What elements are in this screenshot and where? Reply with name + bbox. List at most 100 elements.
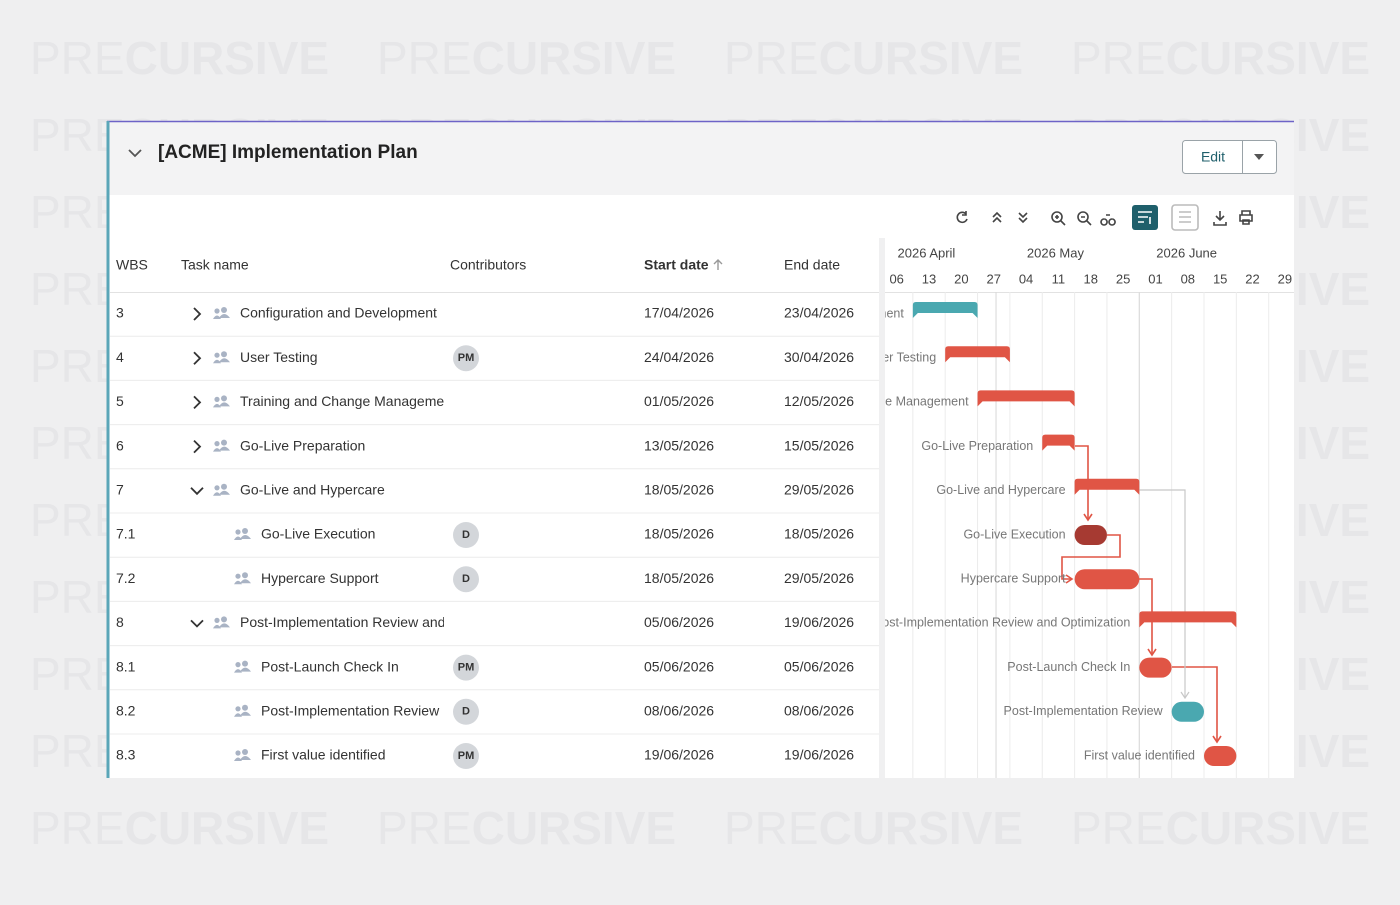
start-date: 01/05/2026 [644, 393, 714, 409]
dependency-arrow [1212, 735, 1222, 744]
avatar-initials: D [462, 706, 470, 718]
dependency-line [1139, 578, 1153, 655]
watermark-bold: CURSIVE [472, 32, 676, 84]
end-date: 19/06/2026 [784, 747, 854, 763]
expand-icon[interactable] [193, 439, 202, 454]
wbs: 7.1 [116, 526, 136, 542]
bar-label: User Testing [867, 350, 936, 364]
plan-title: [ACME] Implementation Plan [158, 142, 418, 163]
avatar-initials: PM [458, 662, 475, 674]
bar-label: Post-Implementation Review [1004, 704, 1164, 718]
expand-icon[interactable] [193, 395, 202, 410]
group-icon [221, 439, 227, 446]
start-date: 17/04/2026 [644, 305, 714, 321]
watermark-light: PRE [30, 802, 125, 854]
watermark-bold: CURSIVE [1166, 32, 1370, 84]
task-bar [1171, 701, 1204, 722]
group-icon [235, 662, 241, 668]
edit-group [1182, 140, 1277, 174]
avatar [453, 654, 479, 681]
dependency-arrow [1065, 574, 1074, 584]
expand-all-icon[interactable] [1018, 212, 1028, 224]
column-header[interactable]: Contributors [450, 257, 526, 273]
week-label: 06 [889, 271, 903, 286]
column-header[interactable]: WBS [116, 257, 148, 273]
expand-icon[interactable] [193, 351, 202, 365]
end-date: 23/04/2026 [784, 305, 854, 321]
start-date: 18/05/2026 [644, 526, 714, 542]
group-icon [242, 528, 248, 534]
end-date: 30/04/2026 [784, 349, 854, 365]
collapse-icon[interactable] [128, 149, 142, 158]
task-name: First value identified [261, 747, 386, 763]
week-label: 18 [1084, 271, 1098, 286]
group-icon [221, 483, 227, 490]
watermark-light: PRE [377, 32, 472, 84]
collapse-icon[interactable] [190, 619, 204, 628]
avatar-initials: PM [458, 352, 475, 364]
start-date: 13/05/2026 [644, 437, 714, 453]
edit-dropdown[interactable] [1254, 154, 1264, 160]
week-label: 20 [954, 271, 968, 286]
dependency-line [1139, 489, 1186, 698]
zoom-out-icon[interactable] [1081, 216, 1092, 226]
bar-label: Post-Implementation Review and Optimizat… [874, 616, 1130, 630]
week-label: 11 [1052, 271, 1066, 286]
collapse-icon[interactable] [190, 487, 204, 496]
download-icon[interactable] [1213, 211, 1227, 226]
watermark: PRECURSIVE [377, 802, 676, 854]
avatar [453, 743, 479, 769]
refresh-icon[interactable] [956, 211, 968, 224]
bar-label: Post-Launch Check In [1007, 660, 1130, 674]
group-icon [213, 490, 230, 496]
group-icon [234, 579, 251, 585]
column-header[interactable]: End date [784, 257, 840, 273]
task-name: Post-Launch Check In [261, 658, 399, 674]
sort-icon [713, 259, 723, 270]
week-label: 22 [1245, 271, 1259, 286]
edit-button[interactable]: Edit [1201, 149, 1225, 165]
bar-label: Go-Live and Hypercare [936, 483, 1065, 497]
watermark-bold: CURSIVE [819, 32, 1023, 84]
column-header[interactable]: Task name [181, 257, 249, 273]
task-name: Go-Live Preparation [240, 437, 365, 453]
zoom-in-icon[interactable] [1055, 215, 1066, 226]
group-icon [213, 314, 230, 319]
task-bar [1139, 657, 1172, 678]
wbs: 7 [116, 482, 124, 498]
wbs: 8 [116, 614, 124, 630]
month-label: 2026 June [1156, 245, 1217, 260]
start-date: 08/06/2026 [644, 703, 714, 719]
task-name: Go-Live and Hypercare [240, 482, 385, 498]
start-date: 05/06/2026 [644, 614, 714, 630]
group-icon [214, 352, 220, 358]
end-date: 08/06/2026 [784, 703, 854, 719]
collapse-all-icon[interactable] [992, 211, 1002, 223]
print-icon[interactable] [1239, 210, 1253, 225]
end-date: 19/06/2026 [784, 614, 854, 630]
avatar [453, 522, 479, 548]
week-label: 29 [1278, 271, 1292, 286]
wbs: 8.2 [116, 703, 136, 719]
bar-label: Training and Change Management [776, 395, 969, 409]
wbs: 8.1 [116, 658, 136, 674]
group-icon [242, 572, 248, 579]
dependency-line [1075, 445, 1089, 520]
month-label: 2026 May [1027, 245, 1085, 260]
column-header[interactable]: Start date [644, 257, 709, 273]
summary-bar [977, 390, 1075, 407]
group-icon [221, 351, 227, 358]
week-label: 25 [1116, 271, 1130, 286]
expand-icon[interactable] [193, 307, 202, 321]
find-icon[interactable] [1100, 214, 1116, 226]
group-icon [234, 667, 251, 673]
start-date: 19/06/2026 [644, 747, 714, 763]
group-icon [235, 529, 241, 535]
wbs: 3 [116, 305, 124, 321]
group-icon [213, 446, 230, 452]
end-date: 29/05/2026 [784, 482, 854, 498]
end-date: 15/05/2026 [784, 437, 854, 453]
group-icon [234, 756, 251, 761]
group-icon [235, 750, 241, 756]
columns-button[interactable] [1171, 204, 1199, 231]
